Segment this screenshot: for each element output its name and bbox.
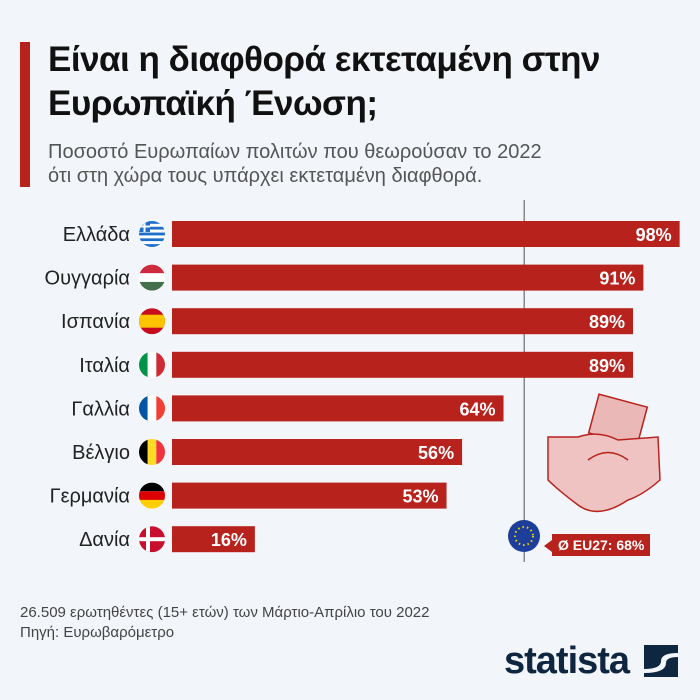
statista-logo-mark-icon [644, 645, 678, 677]
value-label: 89% [589, 356, 625, 376]
denmark-flag-icon [139, 526, 165, 553]
category-label: Ιταλία [79, 355, 130, 377]
bar-row: Ισπανία 89% [61, 308, 634, 335]
italy-flag-icon [139, 351, 165, 378]
bar [172, 439, 463, 465]
bar-row: Γαλλία 64% [71, 395, 504, 422]
bar [172, 308, 634, 335]
bar [172, 264, 644, 291]
bar-row: Ελλάδα 98% [63, 221, 680, 247]
greece-flag-icon [139, 221, 165, 247]
value-label: 91% [599, 269, 635, 289]
handshake-money-icon [547, 393, 661, 513]
category-label: Ουγγαρία [45, 268, 130, 290]
value-label: 64% [459, 399, 495, 419]
bar-row: Ιταλία 89% [79, 351, 634, 378]
belgium-flag-icon [139, 439, 165, 465]
category-label: Ελλάδα [63, 224, 130, 246]
bar [172, 482, 447, 509]
spain-flag-icon [139, 308, 165, 335]
france-flag-icon [139, 395, 165, 422]
bar [172, 526, 255, 553]
bar-row: Ουγγαρία 91% [45, 264, 644, 291]
category-label: Γερμανία [50, 486, 130, 508]
value-label: 98% [636, 225, 672, 245]
subtitle-line: Ποσοστό Ευρωπαίων πολιτών που θεωρούσαν … [48, 141, 542, 163]
bar [172, 221, 680, 247]
bar-row: Δανία 16% [79, 526, 255, 553]
value-label: 16% [211, 530, 247, 550]
page-title: Είναι η διαφθορά εκτεταμένη στην Ευρωπαϊ… [48, 40, 601, 123]
bar-row: Γερμανία 53% [50, 482, 447, 509]
category-label: Γαλλία [71, 398, 130, 420]
eu-average-label: Ø EU27: 68% [543, 534, 651, 556]
category-label: Δανία [79, 529, 130, 551]
eu-flag-icon [508, 520, 540, 552]
value-label: 89% [589, 312, 625, 332]
category-label: Βέλγιο [72, 442, 130, 464]
germany-flag-icon [139, 482, 165, 509]
title-accent-bar [20, 42, 30, 187]
statista-logo: statista [504, 640, 630, 682]
hungary-flag-icon [139, 264, 165, 291]
footer: 26.509 ερωτηθέντες (15+ ετών) των Μάρτιο… [20, 603, 429, 643]
subtitle: Ποσοστό Ευρωπαίων πολιτών που θεωρούσαν … [48, 140, 542, 188]
bar [172, 351, 634, 378]
bar-row: Βέλγιο 56% [72, 439, 463, 465]
value-label: 53% [403, 487, 439, 507]
value-label: 56% [418, 443, 454, 463]
source-note: Πηγή: Ευρωβαρόμετρο [20, 624, 175, 641]
subtitle-line: ότι στη χώρα τους υπάρχει εκτεταμένη δια… [48, 165, 483, 187]
category-label: Ισπανία [61, 311, 130, 333]
bar [172, 395, 504, 422]
footer-note: 26.509 ερωτηθέντες (15+ ετών) των Μάρτιο… [20, 604, 430, 621]
